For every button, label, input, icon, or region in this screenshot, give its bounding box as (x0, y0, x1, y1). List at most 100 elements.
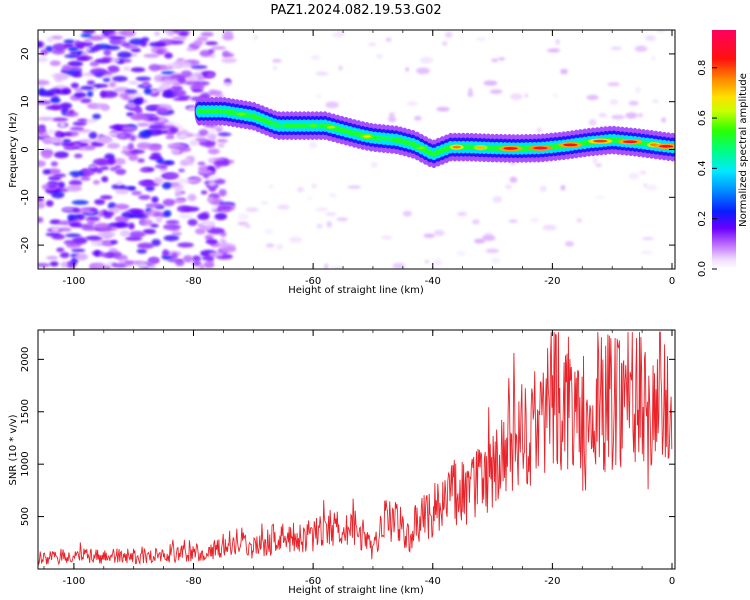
noise-blob (72, 72, 83, 78)
noise-blob (223, 30, 234, 37)
noise-blob (177, 95, 191, 100)
noise-blob (174, 186, 183, 192)
noise-blob (89, 263, 97, 269)
noise-blob (94, 222, 110, 230)
noise-blob (181, 61, 192, 68)
ridge-segment (523, 145, 530, 152)
noise-blob (406, 101, 418, 107)
ridge-segment (200, 108, 207, 115)
noise-blob (114, 216, 125, 222)
noise-blob (38, 216, 44, 223)
ridge-segment (213, 108, 220, 115)
noise-blob (607, 82, 621, 87)
noise-blob (510, 93, 523, 101)
noise-blob (656, 30, 666, 33)
noise-blob (143, 53, 160, 58)
noise-blob (643, 183, 648, 187)
noise-blob (307, 196, 313, 200)
noise-blob (277, 204, 290, 210)
noise-blob (485, 248, 500, 254)
noise-blob (174, 190, 181, 198)
noise-blob (436, 106, 450, 112)
ridge-segment (209, 108, 216, 115)
noise-blob (185, 81, 201, 86)
noise-blob (163, 209, 172, 218)
noise-blob (50, 35, 63, 40)
noise-blob (297, 186, 304, 193)
noise-blob (139, 168, 148, 172)
ridge-peak-core (622, 140, 638, 144)
noise-blob (76, 43, 85, 50)
snr-panel: -100 -80 -60 -40 -20 0 500 1000 1500 2000 Height … (8, 329, 676, 596)
noise-blob (51, 191, 65, 199)
noise-blob (336, 217, 349, 221)
y-tick-label: -10 (20, 189, 31, 205)
noise-blob (92, 113, 102, 120)
noise-blob (70, 67, 83, 72)
noise-blob (136, 248, 147, 254)
noise-blob (492, 196, 503, 203)
noise-blob (208, 180, 216, 187)
noise-blob (50, 161, 59, 167)
noise-blob (71, 200, 89, 205)
noise-blob (108, 222, 126, 227)
noise-blob (444, 31, 453, 38)
noise-blob (127, 142, 134, 151)
noise-blob (63, 239, 77, 245)
noise-blob (174, 178, 192, 185)
noise-blob (162, 249, 170, 257)
colorbar-label: Normalized spectral amplitude (738, 73, 749, 227)
noise-blob (146, 264, 157, 269)
noise-blob (112, 75, 128, 82)
spectrogram-heatmap (38, 30, 675, 269)
noise-blob (45, 200, 54, 207)
ridge-segment (292, 122, 299, 129)
y-tick-label: 0 (20, 146, 31, 152)
x-tick-label: 0 (669, 576, 675, 587)
noise-blob (208, 48, 215, 54)
noise-blob (490, 257, 501, 264)
noise-blob (52, 43, 68, 51)
noise-blob (471, 219, 480, 225)
x-tick-label: -80 (185, 276, 201, 287)
noise-blob (163, 30, 171, 34)
noise-blob (456, 250, 466, 257)
noise-blob (198, 129, 209, 136)
noise-blob (97, 231, 116, 238)
noise-blob (190, 65, 208, 69)
noise-blob (110, 240, 118, 245)
noise-blob (155, 216, 163, 223)
noise-blob (202, 255, 215, 261)
x-tick-label: -20 (544, 576, 560, 587)
noise-blob (218, 188, 227, 197)
noise-blob (79, 139, 93, 144)
noise-blob (539, 185, 547, 192)
noise-blob (159, 168, 168, 173)
noise-blob (536, 127, 542, 133)
noise-blob (140, 40, 148, 47)
noise-blob (610, 46, 623, 50)
noise-blob (77, 118, 88, 123)
noise-blob (151, 238, 161, 247)
ridge-segment (493, 145, 500, 152)
noise-blob (148, 256, 160, 264)
colorbar: 0.0 0.2 0.4 0.6 0.8 Normalized spectral ampl… (697, 30, 749, 277)
noise-blob (61, 138, 72, 144)
noise-blob (146, 104, 160, 110)
noise-blob (106, 142, 121, 149)
noise-blob (54, 130, 63, 139)
ridge-peak-core (237, 112, 246, 116)
y-tick-label: 1000 (20, 451, 31, 476)
noise-blob (60, 261, 68, 268)
noise-blob (139, 219, 153, 226)
noise-blob (338, 65, 343, 71)
noise-blob (139, 130, 152, 138)
noise-blob (208, 251, 224, 257)
noise-blob (176, 58, 185, 62)
noise-blob (220, 241, 228, 248)
noise-blob (104, 265, 111, 269)
noise-blob (214, 212, 228, 221)
noise-blob (416, 67, 430, 75)
